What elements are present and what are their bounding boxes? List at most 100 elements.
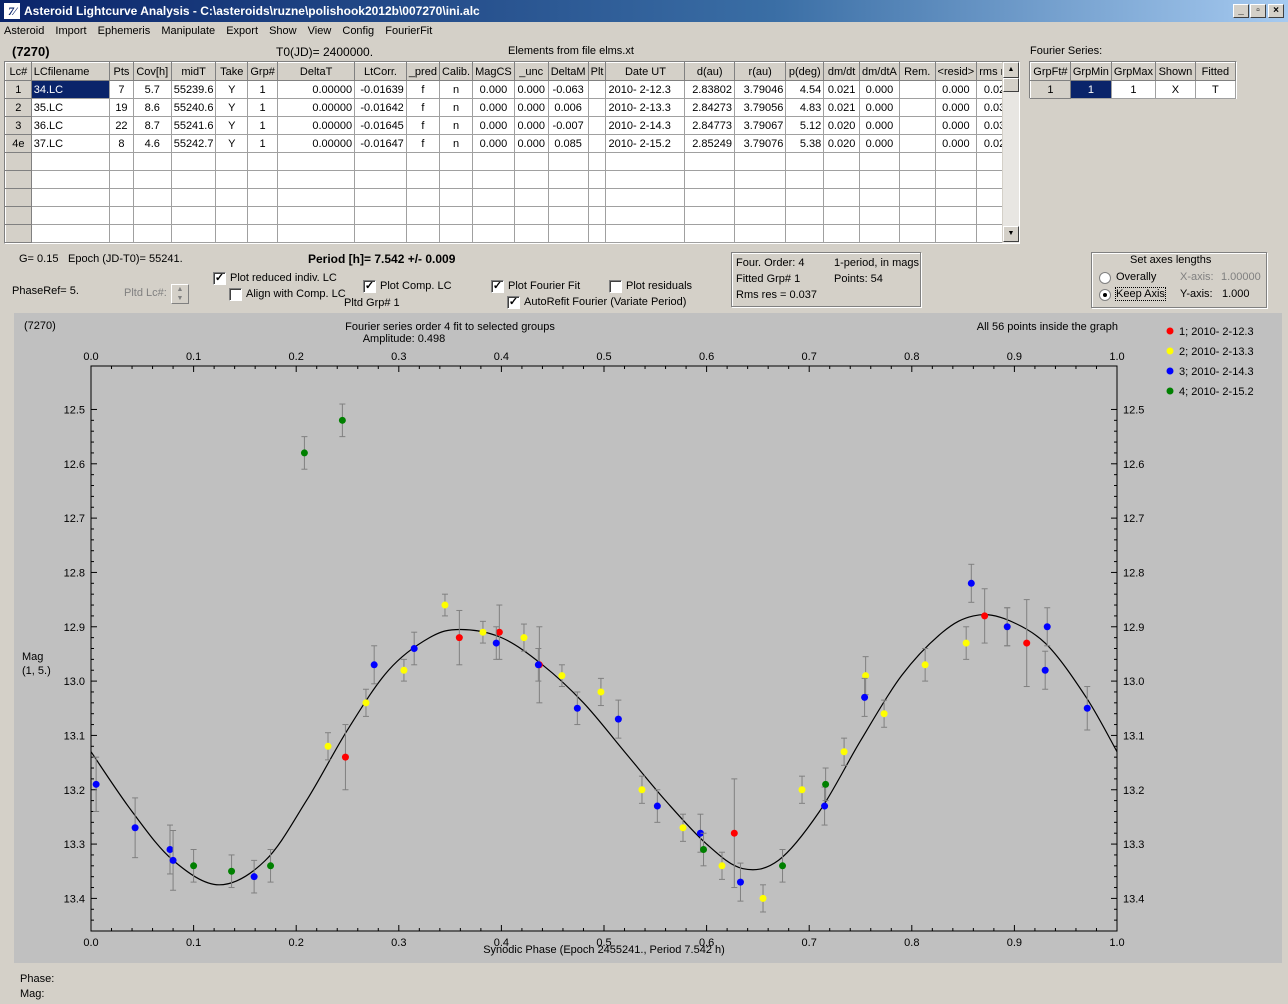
minimize-button[interactable]: _: [1233, 4, 1249, 18]
table-cell[interactable]: -0.063: [547, 80, 589, 99]
table-cell[interactable]: 2010- 2-15.2: [605, 134, 686, 153]
table-cell[interactable]: [215, 170, 249, 189]
table-cell[interactable]: 0.000: [934, 80, 978, 99]
table-cell[interactable]: [785, 152, 825, 171]
table-cell[interactable]: [132, 152, 172, 171]
table-cell[interactable]: [354, 152, 407, 171]
table-cell[interactable]: [587, 134, 607, 153]
table-cell[interactable]: [438, 170, 474, 189]
table-cell[interactable]: n: [438, 134, 474, 153]
table-cell[interactable]: 0.00000: [277, 134, 356, 153]
table-cell[interactable]: [733, 152, 787, 171]
table-row[interactable]: [5, 224, 1019, 243]
table-cell[interactable]: [547, 170, 589, 189]
table-cell[interactable]: [733, 224, 787, 243]
table-cell[interactable]: [277, 170, 356, 189]
table-cell[interactable]: [605, 152, 686, 171]
table-cell[interactable]: [215, 206, 249, 225]
menu-manipulate[interactable]: Manipulate: [161, 25, 216, 37]
table-cell[interactable]: [898, 134, 936, 153]
lc-col-header[interactable]: _pred: [405, 62, 440, 81]
scroll-thumb[interactable]: [1003, 78, 1019, 92]
table-cell[interactable]: [587, 98, 607, 117]
table-cell[interactable]: 4.83: [785, 98, 825, 117]
table-cell[interactable]: [170, 152, 217, 171]
table-cell[interactable]: [898, 170, 936, 189]
menu-ephemeris[interactable]: Ephemeris: [97, 25, 151, 37]
table-cell[interactable]: [823, 224, 860, 243]
table-cell[interactable]: 5.38: [785, 134, 825, 153]
table-cell[interactable]: 0.000: [934, 134, 978, 153]
table-cell[interactable]: 2010- 2-12.3: [605, 80, 686, 99]
lc-col-header[interactable]: Pts: [109, 62, 134, 81]
table-cell[interactable]: [513, 206, 549, 225]
table-cell[interactable]: [898, 224, 936, 243]
table-row[interactable]: 4e 37.LC 8 4.6 55242.7 Y 1 0.00000 -0.01647 f n 0.0…: [5, 134, 1019, 153]
fs-cell-fitted[interactable]: T: [1194, 80, 1237, 99]
scroll-up-button[interactable]: ▲: [1003, 62, 1019, 78]
menu-asteroid[interactable]: Asteroid: [4, 25, 45, 37]
table-cell[interactable]: 3.79056: [733, 98, 787, 117]
table-cell[interactable]: Y: [215, 98, 249, 117]
table-cell[interactable]: [684, 224, 735, 243]
lc-col-header[interactable]: Rem.: [898, 62, 936, 81]
table-cell[interactable]: [438, 224, 474, 243]
lc-col-header[interactable]: midT: [170, 62, 217, 81]
table-cell[interactable]: 2010- 2-14.3: [605, 116, 686, 135]
lc-col-header[interactable]: r(au): [733, 62, 787, 81]
table-cell[interactable]: 0.00000: [277, 116, 356, 135]
table-cell[interactable]: [30, 206, 111, 225]
table-row[interactable]: 2 35.LC 19 8.6 55240.6 Y 1 0.00000 -0.01642 f n 0.0…: [5, 98, 1019, 117]
table-cell[interactable]: 34.LC: [30, 80, 111, 99]
table-cell[interactable]: 0.00000: [277, 80, 356, 99]
table-cell[interactable]: [733, 170, 787, 189]
table-cell[interactable]: [30, 170, 111, 189]
table-cell[interactable]: [472, 188, 515, 207]
lc-col-header[interactable]: Plt: [587, 62, 607, 81]
table-cell[interactable]: 0.020: [823, 116, 860, 135]
menu-show[interactable]: Show: [269, 25, 297, 37]
table-cell[interactable]: [547, 188, 589, 207]
table-cell[interactable]: [898, 188, 936, 207]
table-cell[interactable]: [170, 170, 217, 189]
table-cell[interactable]: -0.007: [547, 116, 589, 135]
row-header[interactable]: [5, 224, 32, 243]
table-cell[interactable]: [472, 152, 515, 171]
lc-col-header[interactable]: DeltaM: [547, 62, 589, 81]
table-cell[interactable]: [934, 188, 978, 207]
table-row[interactable]: [5, 206, 1019, 225]
row-header[interactable]: 1: [5, 80, 32, 99]
table-cell[interactable]: [247, 206, 279, 225]
lc-col-header[interactable]: LCfilename: [30, 62, 111, 81]
table-cell[interactable]: 2.85249: [684, 134, 735, 153]
table-cell[interactable]: 55240.6: [170, 98, 217, 117]
table-cell[interactable]: Y: [215, 134, 249, 153]
table-cell[interactable]: 55239.6: [170, 80, 217, 99]
table-cell[interactable]: [513, 188, 549, 207]
plot-residuals-checkbox[interactable]: [609, 280, 622, 293]
table-cell[interactable]: [109, 152, 134, 171]
table-cell[interactable]: [587, 116, 607, 135]
table-cell[interactable]: [132, 206, 172, 225]
table-cell[interactable]: [547, 152, 589, 171]
fs-cell-shown[interactable]: X: [1155, 80, 1196, 99]
table-cell[interactable]: [215, 224, 249, 243]
lc-col-header[interactable]: p(deg): [785, 62, 825, 81]
table-cell[interactable]: 22: [109, 116, 134, 135]
table-cell[interactable]: [934, 152, 978, 171]
row-header[interactable]: [5, 170, 32, 189]
table-cell[interactable]: [898, 116, 936, 135]
table-cell[interactable]: 8.6: [132, 98, 172, 117]
table-cell[interactable]: -0.01642: [354, 98, 407, 117]
align-comp-checkbox[interactable]: [229, 288, 242, 301]
table-cell[interactable]: [785, 170, 825, 189]
table-cell[interactable]: [438, 152, 474, 171]
lightcurve-chart[interactable]: 0.0 0.0 0.1 0.1 0.2 0.2 0.3 0.3 0.4 0.4 0.5 0.5 0.6 0…: [14, 313, 1282, 963]
table-cell[interactable]: [858, 152, 900, 171]
table-cell[interactable]: [934, 224, 978, 243]
table-cell[interactable]: [354, 188, 407, 207]
fourier-series-row[interactable]: 1 1 1 X T: [1030, 80, 1237, 99]
table-cell[interactable]: 1: [247, 98, 279, 117]
table-cell[interactable]: [109, 170, 134, 189]
fs-col-header[interactable]: Shown: [1155, 62, 1196, 81]
